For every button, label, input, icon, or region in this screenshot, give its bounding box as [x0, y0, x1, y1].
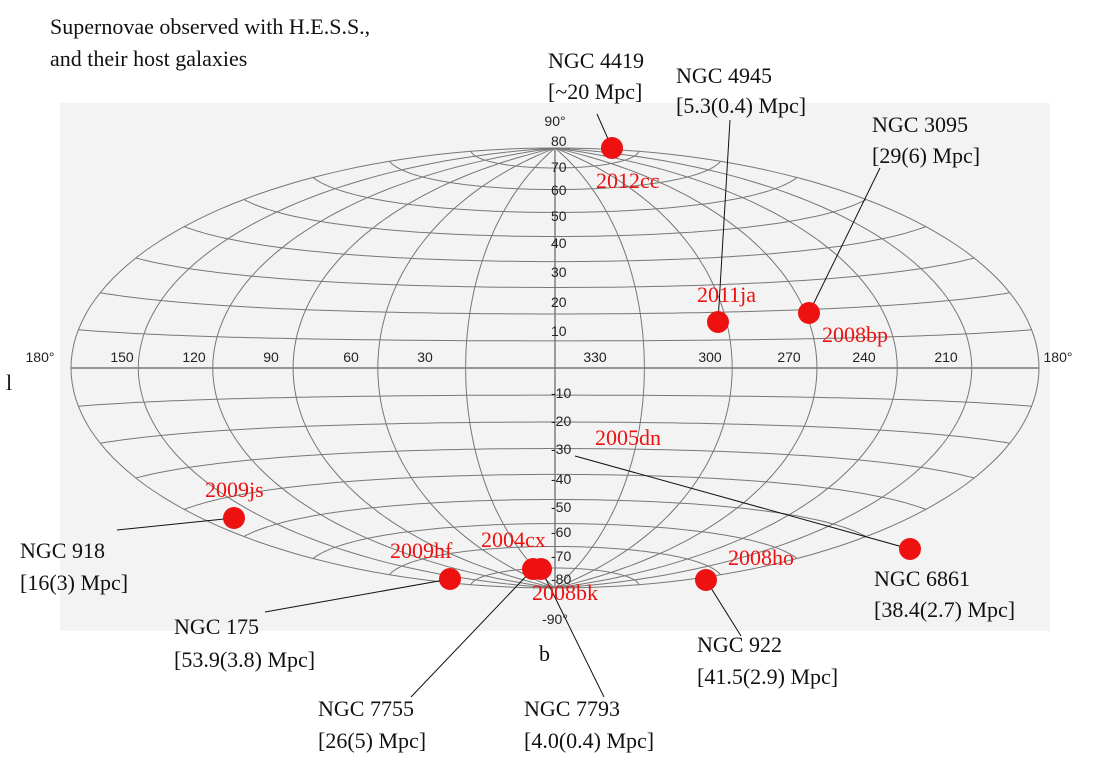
latitude-tick-label: -30 [551, 441, 571, 457]
host-galaxy-label: NGC 918 [20, 538, 105, 563]
parallel-line [389, 546, 721, 576]
sn-2009hf-label: 2009hf [390, 538, 453, 563]
longitude-tick-label: 270 [777, 349, 801, 365]
host-distance-label: [53.9(3.8) Mpc] [174, 647, 315, 672]
latitude-tick-label: -50 [551, 499, 571, 515]
host-distance-label: [5.3(0.4) Mpc] [676, 93, 806, 118]
sn-2005dn-label: 2005dn [595, 425, 661, 450]
host-distance-label: [~20 Mpc] [548, 79, 642, 104]
host-galaxy-label: NGC 922 [697, 632, 782, 657]
galactic-grid [70, 147, 1040, 589]
host-distance-label: [41.5(2.9) Mpc] [697, 664, 838, 689]
latitude-tick-label: -70 [551, 548, 571, 564]
parallel-line [312, 177, 798, 213]
latitude-tick-label: 10 [551, 323, 567, 339]
longitude-tick-label: 330 [583, 349, 607, 365]
host-distance-label: [29(6) Mpc] [872, 143, 980, 168]
latitude-tick-label: 50 [551, 208, 567, 224]
longitude-tick-label: 30 [417, 349, 433, 365]
leader-line [808, 167, 881, 314]
sn-2012cc-label: 2012cc [596, 168, 660, 193]
parallel-line [470, 567, 640, 585]
latitude-tick-label: -80 [551, 571, 571, 587]
longitude-tick-label: 300 [698, 349, 722, 365]
leader-line [264, 578, 451, 613]
parallel-line [312, 523, 798, 559]
longitude-tick-label: 210 [934, 349, 958, 365]
title-line-1: Supernovae observed with H.E.S.S., [50, 14, 370, 39]
host-galaxy-label: NGC 3095 [872, 112, 968, 137]
leader-lines [116, 113, 911, 698]
y-axis-label: b [539, 641, 550, 666]
host-distance-label: [16(3) Mpc] [20, 570, 128, 595]
leader-line [717, 119, 731, 323]
host-distance-label: [38.4(2.7) Mpc] [874, 597, 1015, 622]
parallel-line [184, 473, 926, 510]
parallel-line [470, 151, 640, 169]
parallel-line [100, 292, 1010, 315]
latitude-tick-label: 40 [551, 235, 567, 251]
latitude-tick-label: -10 [551, 385, 571, 401]
host-galaxy-label: NGC 7755 [318, 696, 414, 721]
latitude-tick-label: -90° [542, 611, 568, 627]
latitude-tick-label: 70 [551, 159, 567, 175]
title-line-2: and their host galaxies [50, 46, 247, 71]
latitude-tick-label: 20 [551, 294, 567, 310]
longitude-tick-label: 180° [1044, 349, 1073, 365]
latitude-tick-label: -40 [551, 471, 571, 487]
host-galaxy-label: NGC 6861 [874, 566, 970, 591]
sn-2008bk-marker [530, 558, 552, 580]
parallel-line [135, 257, 975, 288]
latitude-tick-label: -60 [551, 524, 571, 540]
sn-2008ho-marker [695, 569, 717, 591]
longitude-tick-label: 60 [343, 349, 359, 365]
x-axis-label: l [6, 370, 12, 395]
leader-line [574, 455, 911, 550]
sn-2004cx-label: 2004cx [481, 527, 546, 552]
parallel-line [389, 160, 721, 190]
sn-2008bp-marker [798, 302, 820, 324]
sn-2008ho-label: 2008ho [728, 545, 794, 570]
leader-line [705, 579, 742, 637]
leader-line [116, 517, 235, 531]
host-distance-label: [4.0(0.4) Mpc] [524, 728, 654, 753]
point-labels: 2012cc NGC 4419 [~20 Mpc] 2011ja NGC 4945 [5.… [20, 48, 1015, 753]
sn-2009js-label: 2009js [205, 477, 264, 502]
sn-2008bp-label: 2008bp [822, 322, 888, 347]
grid-tick-labels: 180° 150 120 90 60 30 330 300 270 240 210 180° 90° 80… [26, 113, 1073, 627]
host-distance-label: [26(5) Mpc] [318, 728, 426, 753]
parallel-line [78, 329, 1032, 342]
parallel-line [243, 499, 867, 537]
longitude-tick-label: 150 [110, 349, 134, 365]
longitude-tick-label: 240 [852, 349, 876, 365]
latitude-tick-label: -20 [551, 413, 571, 429]
sn-2012cc-marker [601, 137, 623, 159]
latitude-tick-label: 30 [551, 264, 567, 280]
leader-line [540, 568, 605, 698]
latitude-tick-label: 60 [551, 182, 567, 198]
parallel-line [100, 421, 1010, 444]
latitude-tick-label: 90° [544, 113, 565, 129]
host-galaxy-label: NGC 7793 [524, 696, 620, 721]
host-galaxy-label: NGC 4945 [676, 63, 772, 88]
sn-2011ja-label: 2011ja [697, 282, 756, 307]
sn-2009hf-marker [439, 568, 461, 590]
longitude-tick-label: 180° [26, 349, 55, 365]
sn-2005dn-marker [899, 538, 921, 560]
parallel-line [135, 448, 975, 479]
parallel-line [78, 394, 1032, 407]
parallel-line [243, 199, 867, 237]
sn-2011ja-marker [707, 311, 729, 333]
longitude-tick-label: 120 [182, 349, 206, 365]
host-galaxy-label: NGC 4419 [548, 48, 644, 73]
longitude-tick-label: 90 [263, 349, 279, 365]
latitude-tick-label: 80 [551, 133, 567, 149]
leader-line [410, 568, 534, 698]
host-galaxy-label: NGC 175 [174, 614, 259, 639]
sn-2008bk-label: 2008bk [532, 580, 598, 605]
parallel-line [184, 226, 926, 263]
sn-2009js-marker [223, 507, 245, 529]
supernova-markers [223, 137, 921, 591]
